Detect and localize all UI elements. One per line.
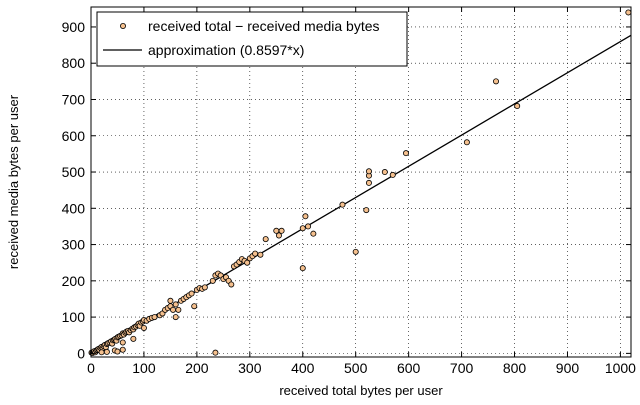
y-tick-label: 500 xyxy=(62,164,86,180)
data-point xyxy=(305,223,312,230)
data-point xyxy=(625,9,632,16)
data-point xyxy=(273,227,280,234)
y-tick-label: 300 xyxy=(62,237,86,253)
data-point xyxy=(365,179,372,186)
data-point xyxy=(299,265,306,272)
x-tick-label: 700 xyxy=(450,360,474,376)
data-point xyxy=(151,314,158,321)
x-tick-label: 900 xyxy=(556,360,580,376)
legend: received total − received media bytes ap… xyxy=(96,11,408,67)
y-tick-label: 900 xyxy=(62,19,86,35)
data-point xyxy=(352,248,359,255)
data-point xyxy=(302,213,309,220)
data-point xyxy=(299,225,306,232)
y-tick-label: 700 xyxy=(62,91,86,107)
legend-scatter-marker xyxy=(120,22,127,29)
data-point xyxy=(114,348,121,355)
data-point xyxy=(365,168,372,175)
data-point xyxy=(209,277,216,284)
data-point xyxy=(212,349,219,356)
data-point xyxy=(278,227,285,234)
data-point xyxy=(130,335,137,342)
data-point xyxy=(463,139,470,146)
axis-ticks: 0 100 200 300 400 500 600 700 800 900 1000 0 100 200 3… xyxy=(62,7,636,376)
data-point xyxy=(244,259,251,266)
data-point xyxy=(514,103,521,110)
data-point xyxy=(402,150,409,157)
data-point xyxy=(119,339,126,346)
plot-frame xyxy=(90,6,632,358)
data-point xyxy=(492,78,499,85)
y-tick-label: 100 xyxy=(62,309,86,325)
x-axis-label: received total bytes per user xyxy=(279,383,443,398)
data-point xyxy=(275,232,282,239)
data-point xyxy=(257,251,264,258)
scatter-points xyxy=(88,9,632,357)
data-point xyxy=(167,297,174,304)
x-tick-label: 100 xyxy=(132,360,156,376)
data-point xyxy=(262,236,269,243)
y-tick-label: 200 xyxy=(62,273,86,289)
y-tick-label: 600 xyxy=(62,128,86,144)
y-tick-label: 800 xyxy=(62,55,86,71)
x-tick-label: 400 xyxy=(291,360,315,376)
y-axis-label: received media bytes per user xyxy=(6,94,21,269)
x-tick-label: 800 xyxy=(503,360,527,376)
data-point xyxy=(172,314,179,321)
data-point xyxy=(188,290,195,297)
data-point xyxy=(389,171,396,178)
data-point xyxy=(191,303,198,310)
data-point xyxy=(103,348,110,355)
x-tick-label: 600 xyxy=(397,360,421,376)
data-point xyxy=(381,169,388,176)
y-tick-label: 0 xyxy=(77,345,85,361)
legend-box xyxy=(96,11,408,67)
data-point xyxy=(172,301,179,308)
legend-entry-scatter: received total − received media bytes xyxy=(148,18,380,34)
data-point xyxy=(252,250,259,257)
x-tick-label: 1000 xyxy=(605,360,636,376)
y-tick-label: 400 xyxy=(62,200,86,216)
data-point xyxy=(228,281,235,288)
data-point xyxy=(201,284,208,291)
x-tick-label: 200 xyxy=(185,360,209,376)
data-point xyxy=(170,306,177,313)
legend-entry-approximation: approximation (0.8597*x) xyxy=(148,42,304,58)
x-tick-label: 500 xyxy=(344,360,368,376)
data-point xyxy=(98,349,105,356)
data-point xyxy=(140,324,147,331)
x-tick-label: 0 xyxy=(87,360,95,376)
data-point xyxy=(339,201,346,208)
x-tick-label: 300 xyxy=(238,360,262,376)
data-point xyxy=(175,306,182,313)
data-point xyxy=(363,207,370,214)
data-point xyxy=(310,230,317,237)
data-point xyxy=(119,346,126,353)
